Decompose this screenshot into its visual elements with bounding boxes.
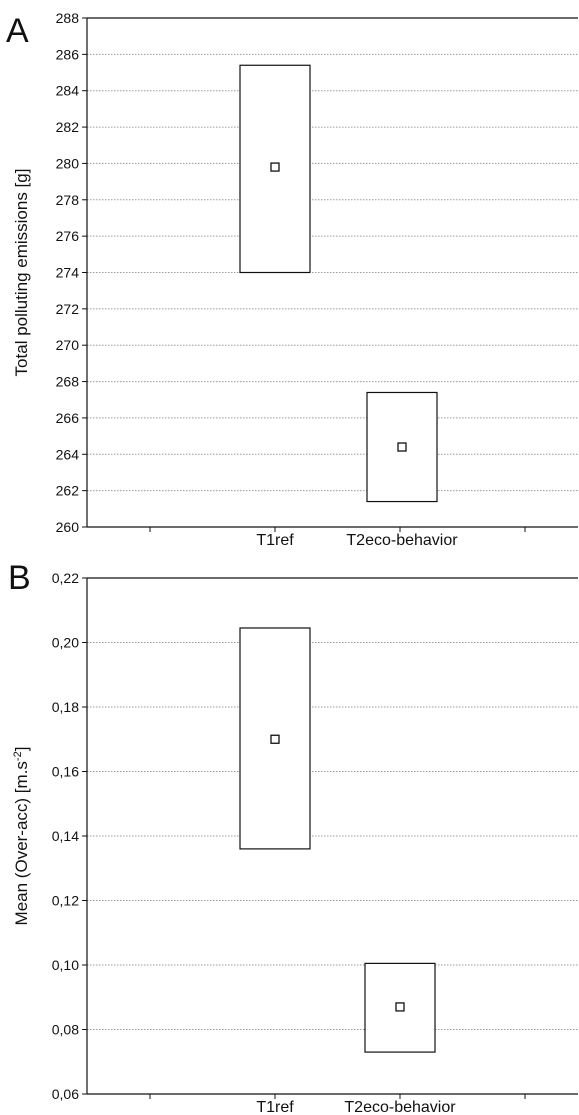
y-tick-label: 0,06 [52, 1086, 79, 1102]
y-tick-label: 0,10 [52, 957, 79, 973]
y-tick-label: 268 [56, 374, 80, 390]
y-tick-label: 278 [56, 192, 80, 208]
y-tick-label: 288 [56, 10, 80, 26]
mean-marker-T2eco-behavior [395, 1002, 405, 1012]
y-tick-label: 0,12 [52, 893, 79, 909]
y-tick-label: 264 [56, 446, 80, 462]
mean-marker-T2eco-behavior [397, 442, 407, 452]
x-category-label: T1ref [256, 532, 294, 549]
y-tick-label: 274 [56, 265, 80, 281]
x-category-label: T1ref [256, 1099, 294, 1115]
mean-marker-T1ref [270, 162, 280, 172]
y-tick-label: 0,16 [52, 764, 79, 780]
y-tick-label: 0,14 [52, 828, 79, 844]
mean-marker-T1ref [270, 734, 280, 744]
y-tick-label: 276 [56, 228, 80, 244]
y-axis-label-superscript: -2 [12, 751, 24, 761]
y-axis-label-main: Mean (Over-acc) [m.s [12, 761, 31, 925]
y-axis-label-end: ] [12, 747, 31, 752]
y-tick-label: 272 [56, 301, 80, 317]
panel-b: 0,06 0,08 0,10 0,12 0,14 0,16 0,18 0,20 0,22 T1re… [0, 555, 579, 1115]
panel-a: 260 262 264 266 268 270 272 274 276 278 280 282 284 2… [0, 0, 579, 555]
y-tick-label: 0,08 [52, 1022, 79, 1038]
y-tick-label: 280 [56, 155, 80, 171]
chart-a: 260 262 264 266 268 270 272 274 276 278 280 282 284 2… [12, 10, 578, 549]
y-axis-label: Total polluting emissions [g] [12, 169, 31, 377]
y-tick-label: 286 [56, 46, 80, 62]
y-tick-label: 282 [56, 119, 80, 135]
y-tick-label: 262 [56, 483, 80, 499]
y-tick-label: 260 [56, 519, 80, 535]
y-tick-label: 284 [56, 83, 80, 99]
x-category-label: T2eco-behavior [344, 1099, 456, 1115]
panel-letter-a: A [6, 12, 29, 50]
y-tick-label: 0,22 [52, 570, 79, 586]
y-tick-label: 0,18 [52, 699, 79, 715]
y-tick-label: 0,20 [52, 635, 79, 651]
chart-b: 0,06 0,08 0,10 0,12 0,14 0,16 0,18 0,20 0,22 T1re… [12, 570, 578, 1115]
y-tick-label: 270 [56, 337, 80, 353]
x-category-label: T2eco-behavior [346, 532, 458, 549]
y-axis-label: Mean (Over-acc) [m.s-2] [12, 747, 31, 926]
panel-letter-b: B [8, 559, 31, 597]
y-tick-label: 266 [56, 410, 80, 426]
